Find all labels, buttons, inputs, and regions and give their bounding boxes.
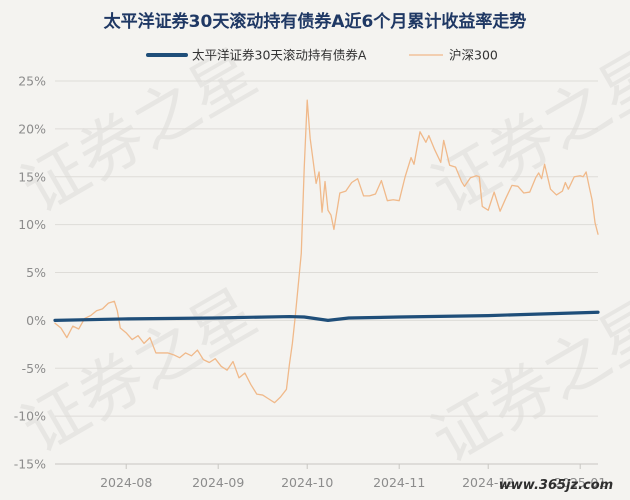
series-line-csi300: [54, 99, 599, 404]
x-tick-label: 2024-11: [373, 475, 425, 490]
legend-label-csi300: 沪深300: [449, 48, 498, 63]
y-tick-label: 10%: [18, 217, 46, 232]
site-watermark: www.365jz.com: [499, 478, 613, 493]
y-tick-label: 25%: [18, 74, 46, 89]
y-tick-label: 5%: [26, 265, 46, 280]
x-tick-label: 2024-12: [462, 475, 514, 490]
legend: 太平洋证券30天滚动持有债券A 沪深300: [146, 48, 498, 63]
legend-label-fund: 太平洋证券30天滚动持有债券A: [192, 48, 367, 63]
watermark-text: 证券之星: [420, 36, 630, 228]
x-tick-label: 2024-08: [100, 475, 152, 490]
y-axis: 25% 20% 15% 10% 5% 0% -5% -10% -15%: [14, 74, 46, 472]
x-tick-label: 2025-01: [554, 475, 606, 490]
x-tick-label: 2024-09: [192, 475, 244, 490]
watermark-text: 证券之星: [10, 36, 269, 228]
watermark-text: 证券之星: [10, 276, 269, 468]
series-layer: [53, 99, 600, 404]
chart-title: 太平洋证券30天滚动持有债券A近6个月累计收益率走势: [104, 11, 527, 32]
y-tick-label: -5%: [22, 361, 46, 376]
y-tick-label: 0%: [26, 313, 46, 328]
y-tick-label: 15%: [18, 169, 46, 184]
x-axis: 2024-08 2024-09 2024-10 2024-11 2024-12 2025-…: [55, 463, 606, 490]
series-line-fund: [53, 310, 600, 322]
y-tick-label: -15%: [14, 457, 46, 472]
y-tick-label: 20%: [18, 121, 46, 136]
x-tick-label: 2024-10: [281, 475, 333, 490]
y-tick-label: -10%: [14, 409, 46, 424]
